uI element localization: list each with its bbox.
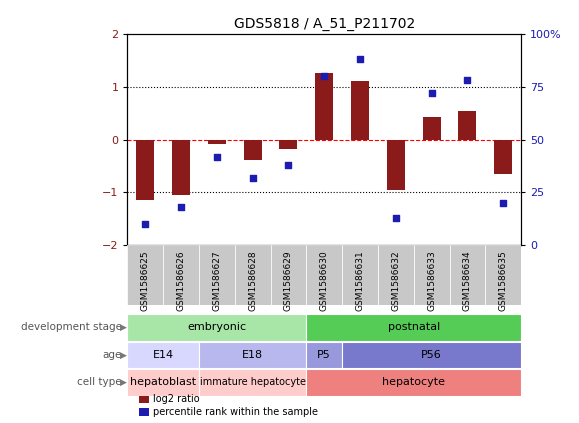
Text: ▶: ▶ xyxy=(120,323,127,332)
Text: log2 ratio: log2 ratio xyxy=(153,394,200,404)
Text: development stage: development stage xyxy=(21,322,122,332)
Text: GSM1586626: GSM1586626 xyxy=(177,250,185,311)
Text: GSM1586630: GSM1586630 xyxy=(320,250,329,311)
Point xyxy=(248,174,257,181)
Text: GSM1586625: GSM1586625 xyxy=(141,250,150,311)
Point xyxy=(320,73,329,80)
Bar xyxy=(127,369,199,396)
Bar xyxy=(127,342,199,368)
Text: postnatal: postnatal xyxy=(387,322,440,332)
Bar xyxy=(172,140,190,195)
Bar xyxy=(414,245,449,305)
Text: GSM1586632: GSM1586632 xyxy=(391,250,400,311)
Text: GSM1586627: GSM1586627 xyxy=(212,250,221,311)
Bar xyxy=(449,245,485,305)
Point xyxy=(141,221,150,228)
Text: hepatoblast: hepatoblast xyxy=(130,377,196,387)
Text: GSM1586634: GSM1586634 xyxy=(463,250,472,311)
Bar xyxy=(306,314,521,341)
Text: P5: P5 xyxy=(317,350,331,360)
Bar xyxy=(234,245,270,305)
Bar xyxy=(306,245,342,305)
Bar xyxy=(136,140,154,201)
Text: cell type: cell type xyxy=(77,377,122,387)
Bar xyxy=(342,245,378,305)
Title: GDS5818 / A_51_P211702: GDS5818 / A_51_P211702 xyxy=(233,17,415,31)
Text: GSM1586629: GSM1586629 xyxy=(284,250,293,311)
Text: P56: P56 xyxy=(422,350,442,360)
Bar xyxy=(459,110,477,140)
Bar xyxy=(485,245,521,305)
Point xyxy=(427,90,436,96)
Bar xyxy=(208,140,226,144)
Point xyxy=(391,214,401,221)
Text: GSM1586631: GSM1586631 xyxy=(356,250,365,311)
Bar xyxy=(351,81,369,140)
Bar xyxy=(244,140,262,160)
Text: GSM1586633: GSM1586633 xyxy=(427,250,436,311)
Bar xyxy=(387,140,405,190)
Bar xyxy=(199,369,306,396)
Text: E14: E14 xyxy=(153,350,174,360)
Bar xyxy=(270,245,306,305)
Bar xyxy=(494,140,512,174)
Bar xyxy=(342,342,521,368)
Bar xyxy=(306,369,521,396)
Bar xyxy=(127,245,163,305)
Bar xyxy=(127,314,306,341)
Point xyxy=(212,153,222,160)
Text: percentile rank within the sample: percentile rank within the sample xyxy=(153,407,318,417)
Bar xyxy=(280,140,298,149)
Text: ▶: ▶ xyxy=(120,378,127,387)
Bar xyxy=(316,74,333,140)
Text: GSM1586635: GSM1586635 xyxy=(499,250,508,311)
Text: hepatocyte: hepatocyte xyxy=(382,377,445,387)
Bar xyxy=(163,245,199,305)
Bar xyxy=(378,245,414,305)
Bar xyxy=(423,118,441,140)
Point xyxy=(463,77,472,84)
Text: GSM1586628: GSM1586628 xyxy=(248,250,257,311)
Text: E18: E18 xyxy=(242,350,263,360)
Point xyxy=(356,56,365,63)
Bar xyxy=(306,342,342,368)
Text: embryonic: embryonic xyxy=(187,322,247,332)
Text: immature hepatocyte: immature hepatocyte xyxy=(200,377,306,387)
Point xyxy=(177,204,186,211)
Point xyxy=(284,162,293,168)
Bar xyxy=(199,245,234,305)
Point xyxy=(499,200,508,206)
Bar xyxy=(199,342,306,368)
Text: ▶: ▶ xyxy=(120,350,127,360)
Text: age: age xyxy=(102,350,122,360)
